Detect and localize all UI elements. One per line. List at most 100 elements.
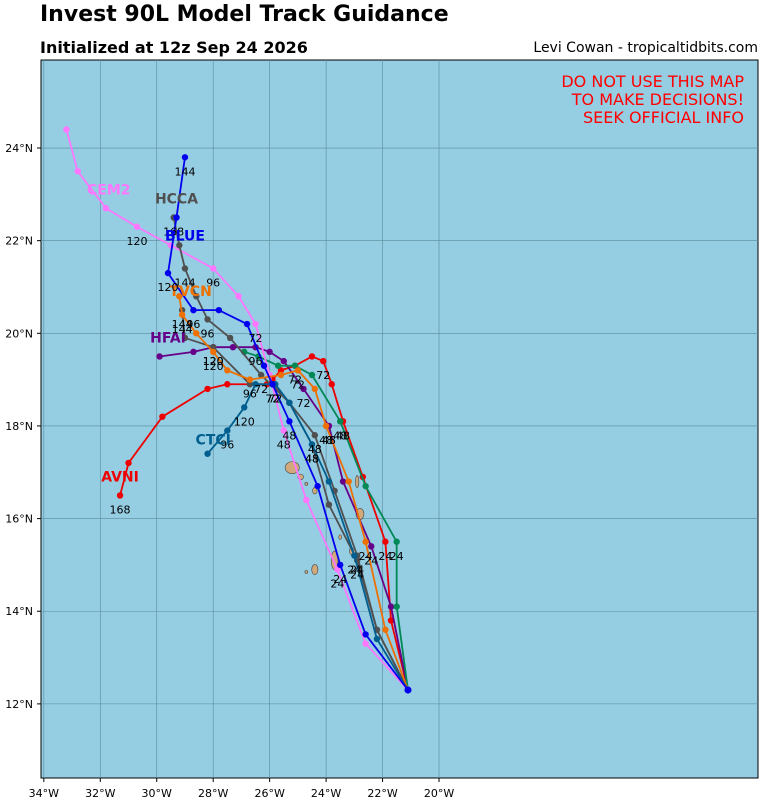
track-point (181, 334, 189, 342)
x-tick-label: 20°W (424, 787, 454, 800)
track-point (102, 205, 110, 212)
track-point (246, 381, 254, 388)
model-tracks (63, 126, 412, 694)
model-name-label: TVCN (169, 284, 211, 300)
track-point (209, 265, 217, 272)
track-point (382, 626, 389, 633)
forecast-hour-label: 72 (297, 397, 311, 410)
track-point (334, 566, 341, 573)
track-point (351, 552, 358, 559)
island (304, 570, 309, 574)
axis-ticks: 34°W 32°W 30°W 28°W 26°W 24°W 22°W 20°W 12°N 14°N… (5, 142, 454, 800)
map-subtitle: Initialized at 12z Sep 24 2026 (40, 38, 308, 57)
forecast-hour-label: 120 (203, 360, 224, 373)
x-tick-label: 34°W (29, 787, 59, 800)
track-point (277, 367, 285, 374)
track-point (181, 154, 189, 161)
track-point (74, 167, 81, 175)
track-line (243, 350, 409, 691)
track-point (362, 482, 369, 490)
forecast-hour-label: 24 (333, 573, 347, 586)
track-point (181, 265, 189, 272)
origin-point (404, 686, 412, 694)
model-name-label: CEM2 (87, 182, 131, 198)
track-point (209, 348, 217, 356)
forecast-hour-label: 120 (234, 415, 255, 428)
y-tick-label: 14°N (5, 605, 33, 618)
forecast-hour-label: 168 (163, 225, 184, 238)
forecast-hour-label: 144 (174, 276, 195, 289)
track-point (204, 385, 211, 393)
forecast-hour-label: 72 (268, 392, 282, 405)
forecast-hour-label: 144 (174, 165, 195, 178)
track-point (260, 362, 268, 369)
forecast-hour-label: 144 (172, 318, 193, 331)
track-point (387, 603, 395, 610)
track-point (159, 413, 166, 420)
x-tick-label: 30°W (142, 787, 172, 800)
track-point (320, 357, 327, 365)
track-point (382, 538, 389, 545)
forecast-hour-label: 72 (265, 392, 279, 405)
track-point (257, 371, 265, 379)
forecast-hour-label: 24 (350, 564, 364, 577)
track-point (204, 450, 211, 457)
forecast-hour-label: 24 (350, 568, 364, 581)
x-tick-label: 22°W (367, 787, 397, 800)
forecast-hour-label: 72 (291, 378, 305, 391)
x-tick-label: 32°W (85, 787, 115, 800)
model-name-label: AVNI (101, 470, 139, 486)
track-point (362, 640, 369, 647)
track-line (65, 129, 409, 691)
forecast-hour-label: 24 (330, 578, 344, 591)
track-point (286, 399, 293, 406)
track-point (133, 223, 141, 230)
forecast-hour-label: 96 (243, 388, 257, 401)
track-point (215, 306, 223, 314)
track-point (252, 381, 259, 388)
track-point (190, 348, 197, 356)
track-point (226, 334, 234, 342)
track-point (164, 269, 172, 277)
track-point (362, 631, 369, 638)
track-point (362, 538, 369, 545)
forecast-hour-label: 96 (201, 327, 215, 340)
forecast-hour-label: 48 (308, 443, 322, 456)
track-point (241, 404, 248, 411)
track-point (235, 293, 242, 300)
track-point (286, 418, 293, 425)
track-point (325, 478, 333, 485)
track-point (291, 362, 299, 369)
y-tick-label: 20°N (5, 327, 33, 340)
forecast-hour-label: 48 (277, 439, 291, 452)
forecast-hour-label: 24 (347, 564, 361, 577)
track-point (303, 496, 310, 504)
track-point (311, 432, 319, 439)
track-point (173, 214, 180, 221)
model-name-label: CTCI (196, 432, 231, 448)
track-point (63, 126, 70, 133)
track-point (373, 635, 381, 643)
warning-line: SEEK OFFICIAL INFO (583, 108, 744, 127)
track-point (280, 357, 287, 365)
track-point (266, 348, 273, 356)
track-point (311, 385, 319, 393)
forecast-hour-label: 48 (305, 452, 319, 465)
forecast-hour-label: 72 (316, 369, 330, 382)
track-line (178, 296, 409, 691)
x-tick-label: 28°W (198, 787, 228, 800)
track-labels: 244872168AVNI24487296120HFAI244872244872… (87, 165, 404, 590)
track-point (125, 459, 132, 467)
forecast-hour-label: 48 (305, 452, 319, 465)
forecast-hour-label: 96 (186, 318, 200, 331)
forecast-hour-label: 96 (220, 439, 234, 452)
track-point (328, 381, 335, 388)
track-point (345, 478, 352, 485)
forecast-hour-label: 48 (282, 429, 296, 442)
track-point (243, 320, 251, 328)
track-point (393, 603, 400, 610)
track-point (337, 561, 344, 569)
track-point (280, 427, 287, 434)
